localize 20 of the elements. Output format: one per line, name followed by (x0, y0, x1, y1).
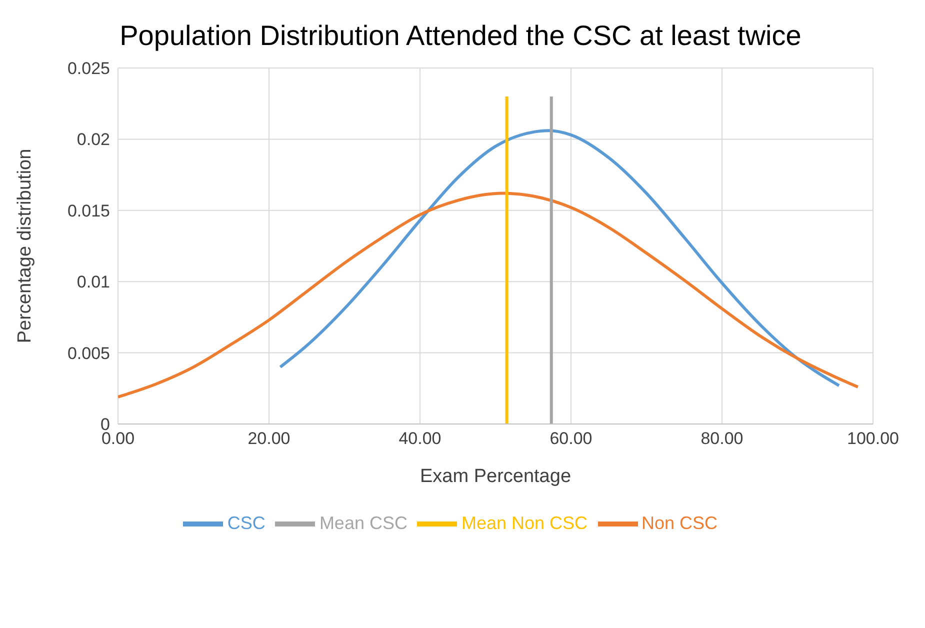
y-tick-label: 0.01 (76, 273, 110, 292)
line-series (118, 192, 860, 399)
legend-label: CSC (227, 513, 266, 534)
y-tick-label: 0.005 (67, 344, 110, 364)
x-axis-title: Exam Percentage (420, 466, 572, 488)
x-tick-label: 60.00 (550, 429, 592, 448)
y-tick-label: 0.015 (67, 202, 110, 221)
x-tick-label: 20.00 (248, 429, 290, 448)
legend-label: Mean Non CSC (461, 513, 588, 534)
y-tick-label: 0.025 (67, 59, 110, 78)
chart-title: Population Distribution Attended the CSC at least twice (118, 19, 802, 53)
x-tick-label: 0.00 (101, 429, 135, 448)
x-tick-label: 80.00 (700, 429, 744, 448)
line-series (278, 130, 841, 388)
x-tick-label: 40.00 (398, 429, 442, 448)
y-axis-title: Percentage distribution (14, 149, 36, 344)
y-tick-label: 0.02 (76, 130, 110, 150)
legend-label: Non CSC (642, 513, 718, 534)
legend-label: Mean CSC (319, 513, 408, 534)
x-tick-label: 100.00 (847, 429, 899, 448)
